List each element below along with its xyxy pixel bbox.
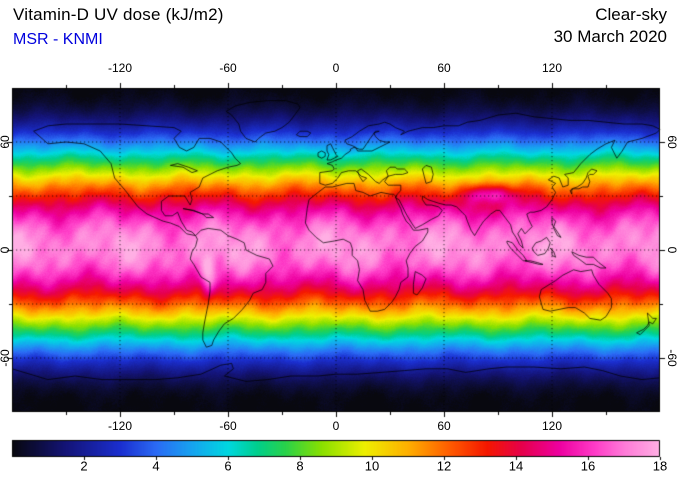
colorbar-tick-label: 12 [436,458,452,474]
colorbar-tick-label: 2 [80,458,88,474]
colorbar-tick-label: 16 [580,458,596,474]
lon-tick-label-top: 120 [541,61,563,75]
lat-tick-label-right: -60 [665,349,678,367]
lon-tick-label-bottom: 120 [541,419,563,433]
colorbar-tick-label: 6 [224,458,232,474]
lon-tick-label-bottom: -120 [107,419,133,433]
lon-tick-label-top: -120 [107,61,133,75]
colorbar-tick-label: 14 [508,458,524,474]
colorbar-tick-label: 4 [152,458,160,474]
lat-tick-label-left: 0 [0,247,12,254]
lon-tick-label-top: 60 [437,61,451,75]
lat-tick-label-right: 60 [665,135,678,149]
lon-tick-label-top: 0 [332,61,340,75]
colorbar-tick-label: 18 [652,458,668,474]
lat-tick-label-left: -60 [0,349,12,367]
lon-tick-label-bottom: 0 [332,419,340,433]
colorbar-tick-label: 10 [364,458,380,474]
lon-tick-label-bottom: 60 [437,419,451,433]
lat-tick-label-right: 0 [665,246,678,254]
colorbar-tick-label: 8 [296,458,304,474]
lon-tick-label-bottom: -60 [219,419,237,433]
lon-tick-label-top: -60 [219,61,237,75]
lat-tick-label-left: 60 [0,135,12,149]
